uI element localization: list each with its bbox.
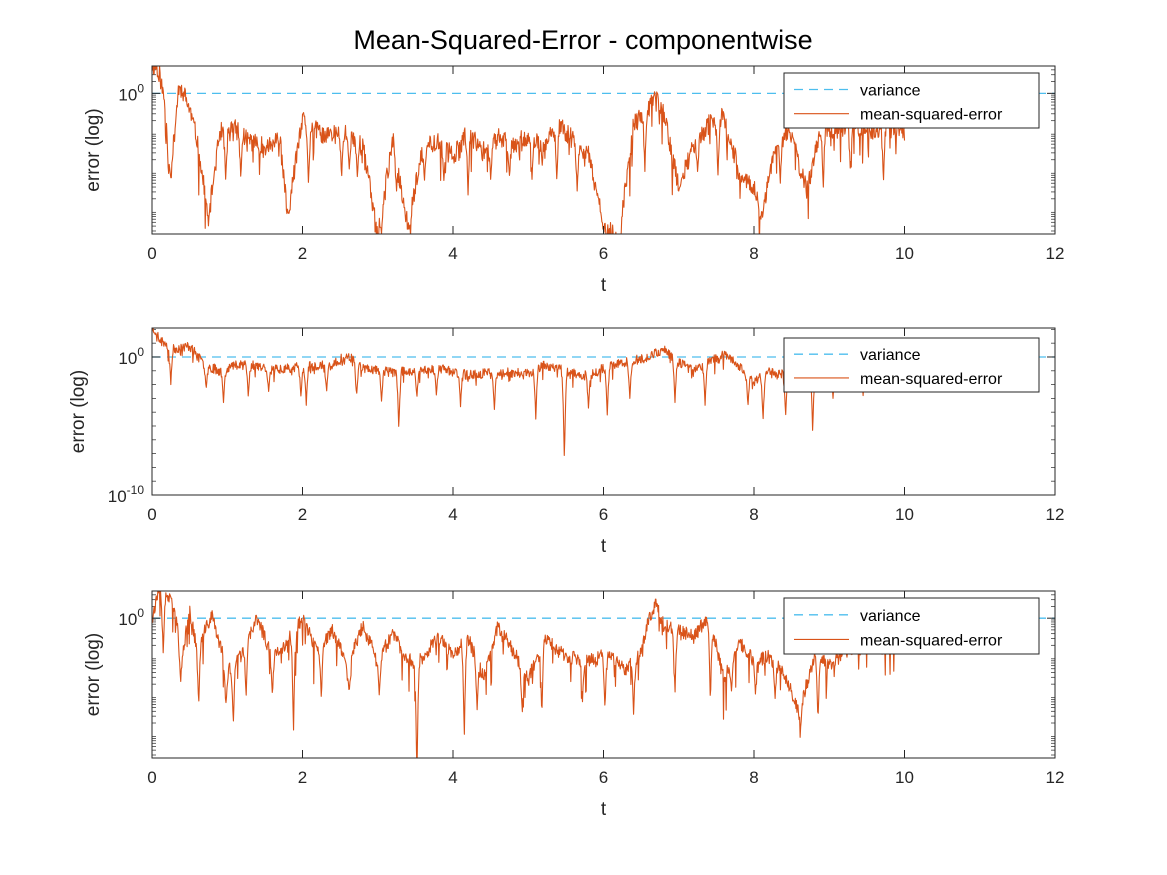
mse-line [152, 66, 906, 234]
x-tick-label: 8 [749, 768, 758, 787]
x-tick-label: 0 [147, 244, 156, 263]
x-tick-label: 6 [599, 244, 608, 263]
x-tick-label: 0 [147, 768, 156, 787]
x-tick-label: 10 [895, 768, 914, 787]
legend-box [783, 337, 1040, 393]
figure-title: Mean-Squared-Error - componentwise [353, 25, 812, 55]
x-tick-label: 2 [298, 768, 307, 787]
y-axis-label: error (log) [83, 633, 104, 716]
x-tick-label: 6 [599, 768, 608, 787]
subplot-3: 0 2 4 6 8 10 12 100 t error (log) variance mean-squ… [83, 590, 1065, 820]
legend-label-mse: mean-squared-error [860, 107, 1003, 124]
x-axis-label: t [601, 275, 607, 296]
legend-label-variance: variance [860, 608, 921, 625]
x-tick-label: 4 [448, 768, 457, 787]
x-tick-label: 8 [749, 244, 758, 263]
legend: variance mean-squared-error [783, 337, 1040, 393]
legend: variance mean-squared-error [783, 72, 1040, 129]
x-axis-label: t [601, 799, 607, 820]
legend-label-mse: mean-squared-error [860, 632, 1003, 649]
x-tick-label: 12 [1046, 505, 1065, 524]
y-tick-label: 100 [118, 345, 144, 368]
subplot-2: 0 2 4 6 8 10 12 100 10-10 t error (log) variance mea… [68, 327, 1065, 557]
x-tick-label: 12 [1046, 768, 1065, 787]
y-axis-label: error (log) [68, 370, 89, 453]
y-tick-label: 100 [118, 81, 144, 104]
legend-label-mse: mean-squared-error [860, 371, 1003, 388]
mse-line [152, 328, 906, 457]
legend-label-variance: variance [860, 83, 921, 100]
x-tick-label: 12 [1046, 244, 1065, 263]
x-tick-label: 0 [147, 505, 156, 524]
x-tick-label: 2 [298, 244, 307, 263]
x-axis-label: t [601, 536, 607, 557]
mse-line [152, 591, 898, 758]
x-tick-label: 6 [599, 505, 608, 524]
y-tick-label: 100 [118, 606, 144, 629]
legend-box [783, 597, 1040, 655]
x-tick-label: 4 [448, 505, 457, 524]
x-tick-label: 4 [448, 244, 457, 263]
legend-box [783, 72, 1040, 129]
x-tick-label: 10 [895, 505, 914, 524]
x-tick-label: 10 [895, 244, 914, 263]
x-tick-label: 2 [298, 505, 307, 524]
x-tick-label: 8 [749, 505, 758, 524]
y-tick-label: 10-10 [108, 483, 145, 506]
y-axis-label: error (log) [83, 108, 104, 191]
legend-label-variance: variance [860, 347, 921, 364]
legend: variance mean-squared-error [783, 597, 1040, 655]
subplot-1: 0 2 4 6 8 10 12 100 t error (log) variance mean-squ… [83, 65, 1065, 296]
